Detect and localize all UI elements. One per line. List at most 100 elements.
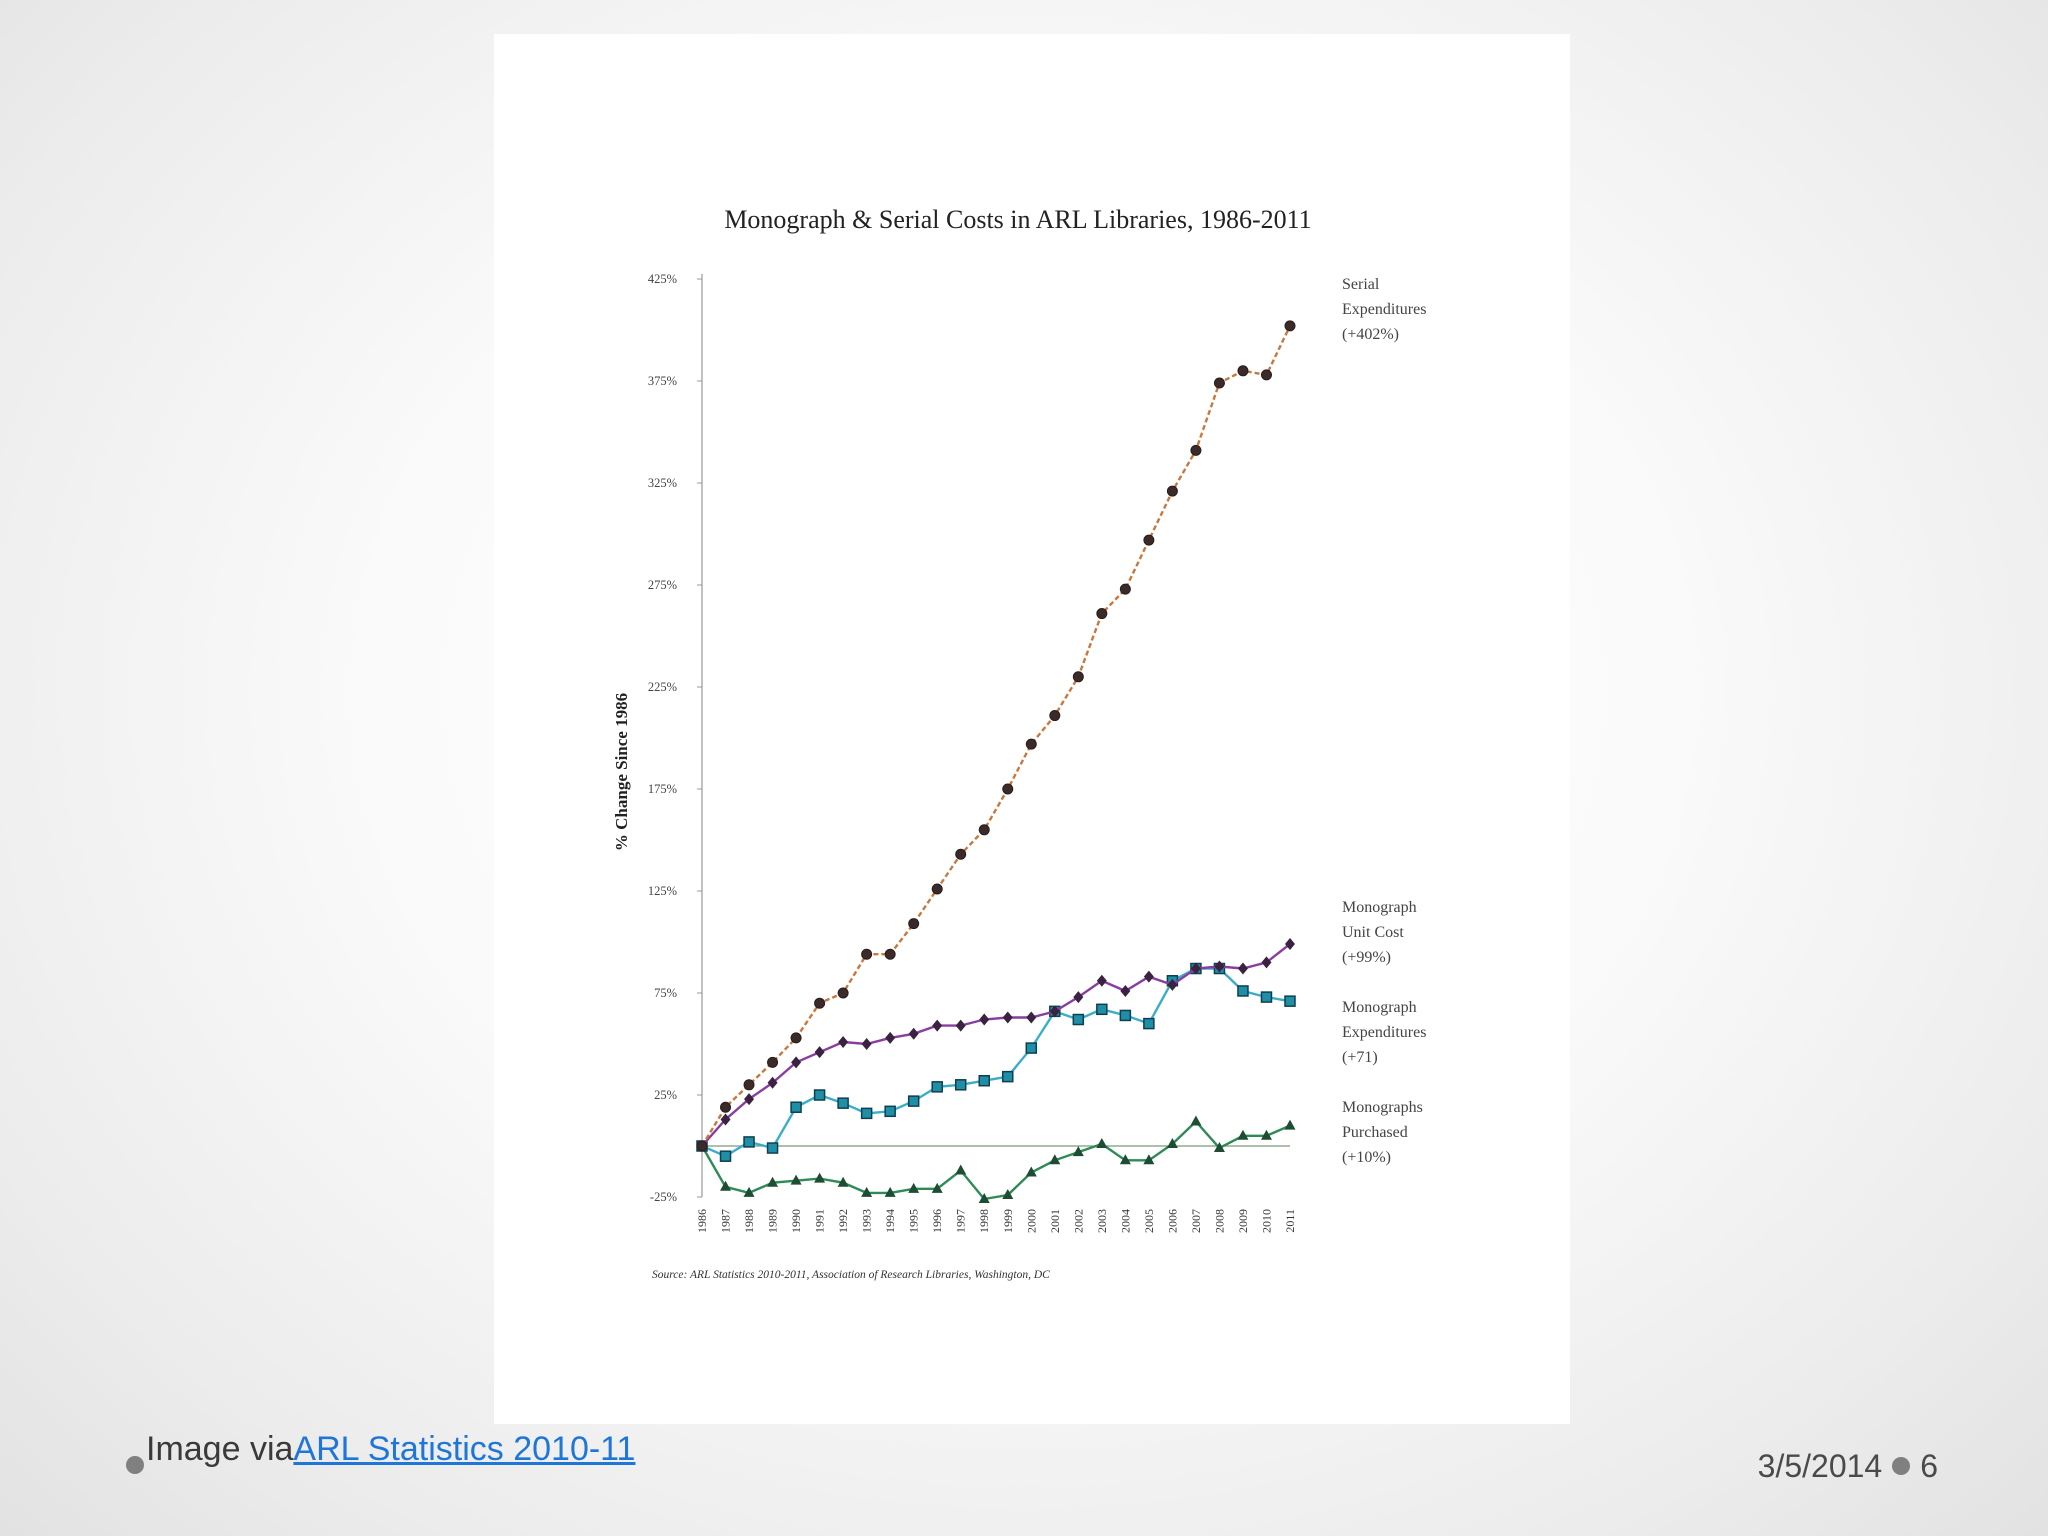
series-label-line: Monographs xyxy=(1342,1099,1423,1116)
footer-dot-icon xyxy=(1892,1457,1911,1475)
data-point xyxy=(955,848,967,860)
series-label-line: Monograph xyxy=(1342,999,1417,1016)
data-point xyxy=(1213,1142,1225,1153)
data-point xyxy=(1096,974,1107,987)
x-tick-label: 1992 xyxy=(836,1209,850,1233)
x-tick-label: 2008 xyxy=(1212,1209,1226,1233)
x-tick-label: 2009 xyxy=(1236,1209,1250,1233)
data-point xyxy=(837,1097,849,1109)
x-tick-label: 1996 xyxy=(930,1209,944,1233)
y-tick-label: 175% xyxy=(648,782,677,796)
image-caption: Image via ARL Statistics 2010-11 xyxy=(126,1424,635,1474)
x-tick-label: 1988 xyxy=(742,1209,756,1233)
chart-title: Monograph & Serial Costs in ARL Librarie… xyxy=(724,205,1311,234)
data-point xyxy=(931,1081,943,1093)
x-tick-label: 1994 xyxy=(883,1209,897,1233)
series-labels: Serial Expenditures (+402%) Monograph Unit C… xyxy=(1342,276,1426,1166)
data-point xyxy=(885,1031,896,1044)
data-point xyxy=(979,1013,990,1026)
x-tick-label: 2007 xyxy=(1189,1209,1203,1233)
data-point xyxy=(1072,1013,1085,1026)
series-label-line: (+99%) xyxy=(1342,949,1391,966)
y-tick-label: 25% xyxy=(654,1088,677,1102)
series-label-line: Unit Cost xyxy=(1342,924,1404,941)
source-link[interactable]: ARL Statistics 2010-11 xyxy=(293,1429,636,1468)
data-point xyxy=(1026,1011,1037,1024)
data-point xyxy=(1213,377,1225,389)
source-note: Source: ARL Statistics 2010-2011, Associ… xyxy=(652,1269,1050,1281)
data-point xyxy=(1072,671,1084,683)
series-label-line: (+402%) xyxy=(1342,326,1399,343)
x-tick-label: 1999 xyxy=(1001,1209,1015,1233)
y-tick-label: 325% xyxy=(648,476,677,490)
y-tick-label: 275% xyxy=(648,578,677,592)
data-point xyxy=(907,1095,920,1107)
data-point xyxy=(932,1019,943,1032)
data-point xyxy=(1166,1137,1178,1148)
series-monograph-unit-cost-99 xyxy=(697,938,1295,1152)
series-serial-expenditures-402 xyxy=(696,320,1296,1152)
data-point xyxy=(955,1164,967,1175)
data-point xyxy=(767,1076,778,1089)
series-label-line: Expenditures xyxy=(1342,301,1426,318)
y-tick-label: 425% xyxy=(648,272,677,286)
data-point xyxy=(743,1079,755,1091)
data-point xyxy=(1284,1119,1296,1130)
data-point xyxy=(861,948,873,960)
data-point xyxy=(1143,1017,1155,1030)
data-point xyxy=(790,1101,802,1113)
x-tick-labels: 1986 1987 1988 1989 1990 1991 1992 1993 1994 1995… xyxy=(695,1209,1297,1233)
data-point xyxy=(1190,444,1202,456)
data-point xyxy=(1260,369,1272,381)
line-chart: Monograph & Serial Costs in ARL Librarie… xyxy=(612,205,1426,1281)
data-point xyxy=(1025,1166,1037,1177)
x-tick-label: 2011 xyxy=(1283,1209,1297,1233)
data-point xyxy=(1237,1129,1249,1140)
data-point xyxy=(1190,962,1201,975)
series-monographs-purchased-10 xyxy=(696,1115,1296,1204)
data-point xyxy=(1119,583,1131,595)
data-point xyxy=(1002,1070,1014,1083)
axes xyxy=(701,274,1290,1197)
data-point xyxy=(1284,995,1296,1007)
data-point xyxy=(1049,710,1061,722)
data-point xyxy=(861,1186,873,1197)
data-point xyxy=(1073,991,1084,1004)
y-tick-labels: 425% 375% 325% 275% 225% 175% 125% 75% 25% -25% xyxy=(648,272,702,1204)
x-tick-label: 2010 xyxy=(1259,1209,1273,1233)
data-point xyxy=(720,1101,732,1113)
data-point xyxy=(1284,320,1296,332)
data-point xyxy=(767,1056,779,1068)
data-point xyxy=(1025,738,1037,750)
x-tick-label: 1990 xyxy=(789,1209,803,1233)
x-tick-label: 2001 xyxy=(1048,1209,1062,1233)
data-point xyxy=(837,987,849,999)
data-point xyxy=(720,1113,731,1126)
data-point xyxy=(860,1107,873,1120)
data-point xyxy=(720,1180,732,1191)
x-tick-label: 2002 xyxy=(1071,1209,1085,1233)
data-point xyxy=(1261,956,1272,969)
data-point xyxy=(1002,1188,1014,1199)
x-tick-label: 1993 xyxy=(860,1209,874,1233)
data-point xyxy=(814,997,826,1009)
series-label: Monograph Unit Cost (+99%) xyxy=(1342,899,1417,966)
series-label-line: Monograph xyxy=(1342,899,1417,916)
bullet-icon xyxy=(126,1456,144,1474)
series-line xyxy=(701,943,1291,1147)
data-point xyxy=(719,1150,732,1162)
data-point xyxy=(790,1032,802,1044)
series-label-line: (+10%) xyxy=(1342,1149,1391,1166)
x-tick-label: 1998 xyxy=(977,1209,991,1233)
data-point xyxy=(1025,1042,1038,1054)
data-point xyxy=(908,918,920,930)
y-tick-label: 225% xyxy=(648,680,677,694)
caption-prefix: Image via xyxy=(146,1429,294,1468)
series-label-line: Expenditures xyxy=(1342,1024,1426,1041)
data-point xyxy=(743,1186,755,1197)
x-tick-label: 1986 xyxy=(695,1209,709,1233)
data-point xyxy=(884,948,896,960)
data-point xyxy=(1096,1003,1108,1016)
data-point xyxy=(814,1172,826,1183)
data-point xyxy=(861,1038,872,1050)
